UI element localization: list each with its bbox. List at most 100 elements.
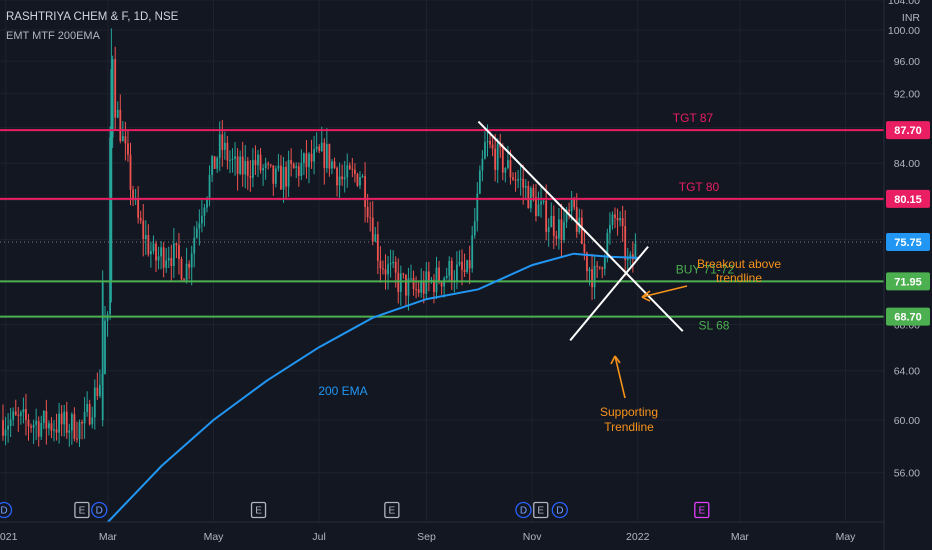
candle-body <box>88 404 91 425</box>
candle-body <box>305 153 308 168</box>
candle-body <box>313 149 315 162</box>
candle-body <box>586 252 588 272</box>
candle-body <box>257 154 259 166</box>
x-tick-label: Jul <box>312 531 325 543</box>
earnings-event-icon <box>250 501 267 519</box>
candle-body <box>183 279 185 281</box>
candle-body <box>229 160 231 162</box>
candle-body <box>254 160 257 166</box>
candle-body <box>246 161 249 176</box>
candle-body <box>366 207 369 218</box>
candle-body <box>303 153 305 164</box>
candle-body <box>433 279 435 293</box>
candle-body <box>7 425 9 430</box>
indicator-title[interactable]: EMT MTF 200EMA <box>6 30 100 42</box>
candle-body <box>458 261 461 265</box>
candle-body <box>292 163 295 169</box>
candle-body <box>152 243 155 252</box>
annotation-label: Supporting <box>600 405 658 419</box>
dividend-event-icon <box>91 501 108 519</box>
candle-body <box>172 243 175 267</box>
price-tag-label: 87.70 <box>894 125 922 137</box>
candle-body <box>19 412 22 416</box>
candle-body <box>213 156 216 169</box>
candle-body <box>405 274 407 296</box>
support-arrow <box>614 355 626 399</box>
x-tick-label: 2022 <box>626 531 650 543</box>
candle-body <box>48 423 50 429</box>
candle-body <box>519 178 522 180</box>
event-letter: D <box>556 506 563 517</box>
candle-body <box>496 143 499 170</box>
candle-body <box>481 158 484 171</box>
price-tag-label: 75.75 <box>894 237 922 249</box>
candle-body <box>239 156 242 174</box>
candle-body <box>486 141 489 143</box>
candle-body <box>175 243 178 246</box>
candle-body <box>606 232 609 259</box>
candle-body <box>466 260 468 273</box>
candle-body <box>555 235 558 239</box>
candle-body <box>40 422 43 437</box>
candle-body <box>522 178 525 188</box>
price-tag-label: 80.15 <box>894 194 922 206</box>
candle-body <box>389 263 392 265</box>
candle-body <box>407 278 410 296</box>
candle-body <box>170 258 173 267</box>
candle-body <box>124 136 127 144</box>
candle-body <box>221 134 224 150</box>
level-label: BUY 71-72 <box>676 262 735 276</box>
candle-body <box>540 201 542 205</box>
candle-body <box>341 176 344 180</box>
candle-body <box>111 59 114 138</box>
earnings-event-icon <box>694 501 710 519</box>
candle-body <box>336 167 338 186</box>
candle-body <box>81 422 83 424</box>
candle-body <box>198 223 201 229</box>
candle-body <box>379 260 382 269</box>
candle-body <box>371 217 374 242</box>
candle-body <box>35 421 38 425</box>
candle-body <box>501 147 504 173</box>
candle-body <box>280 165 282 190</box>
candle-body <box>60 413 63 425</box>
annotation-label: trendline <box>716 271 762 285</box>
event-letter: E <box>698 506 705 517</box>
candle-body <box>588 269 591 272</box>
x-tick-label: May <box>836 531 857 543</box>
symbol-title[interactable]: RASHTRIYA CHEM & F, 1D, NSE <box>6 11 179 23</box>
candle-body <box>402 273 405 275</box>
candle-body <box>359 177 361 186</box>
candle-body <box>376 234 379 261</box>
event-letter: E <box>537 506 544 517</box>
candle-body <box>568 209 570 212</box>
candle-body <box>354 169 356 174</box>
candle-body <box>420 281 423 293</box>
candle-body <box>351 168 354 170</box>
ema-line <box>107 252 638 523</box>
candle-body <box>262 168 264 171</box>
event-letter: D <box>96 506 103 517</box>
candle-body <box>410 278 412 280</box>
candle-body <box>70 414 73 431</box>
candle-body <box>412 278 415 290</box>
candle-body <box>193 237 196 254</box>
candle-body <box>45 411 48 429</box>
candle-body <box>338 176 341 186</box>
candle-body <box>609 224 611 233</box>
candle-body <box>583 243 586 253</box>
price-axis[interactable]: 56.0060.0064.0068.0072.0076.0080.0084.00… <box>883 0 930 550</box>
y-tick-label: 84.00 <box>894 158 920 170</box>
candle-body <box>132 189 134 199</box>
candle-body <box>218 134 221 158</box>
candle-body <box>190 253 193 268</box>
candle-body <box>422 281 425 294</box>
candle-body <box>356 173 359 186</box>
candle-body <box>570 198 573 212</box>
time-axis[interactable]: 2021 Mar May Jul Sep Nov 2022 Mar May <box>0 521 884 543</box>
candle-body <box>331 161 333 169</box>
candle-body <box>63 411 66 425</box>
candle-body <box>12 411 15 420</box>
candle-body <box>596 265 599 267</box>
